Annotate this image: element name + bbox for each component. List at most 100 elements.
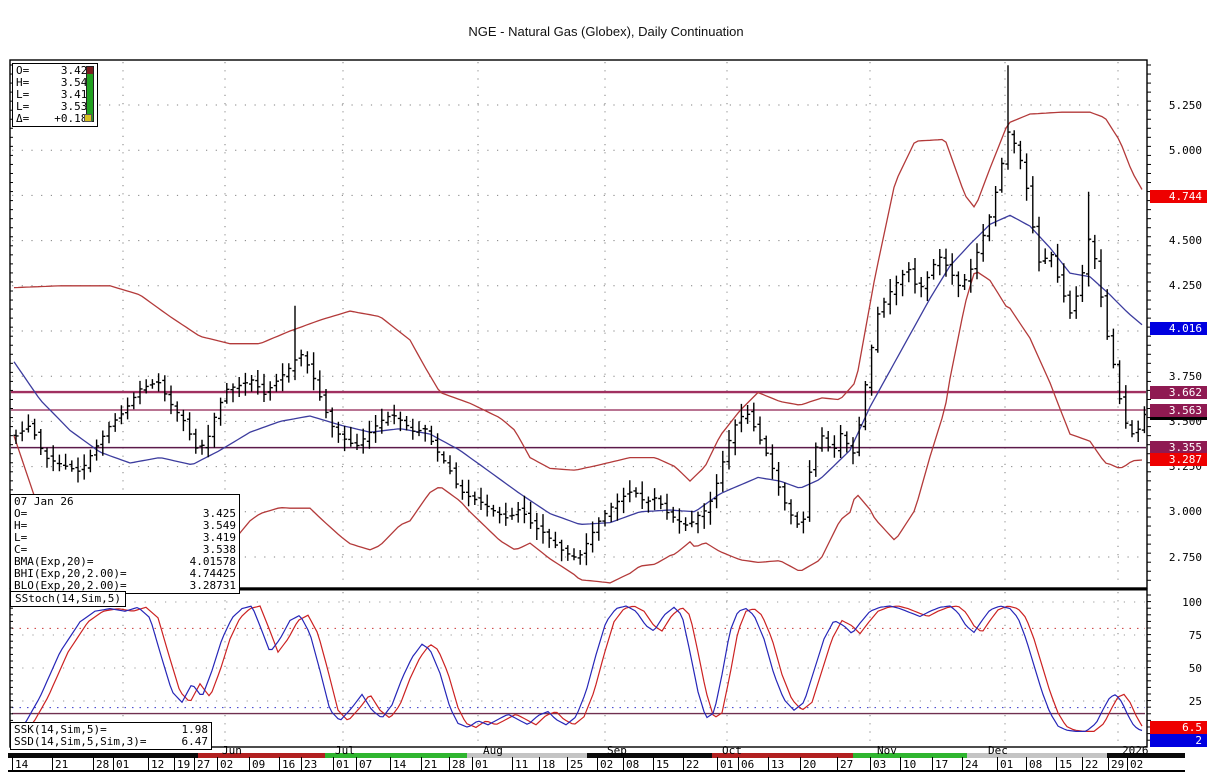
info-box-date: 07 Jan 26 bbox=[14, 495, 74, 508]
date-label: 08 bbox=[626, 758, 640, 771]
date-tick bbox=[356, 757, 357, 771]
date-tick bbox=[1026, 757, 1027, 771]
quote-legend-row: O= 3.425 bbox=[16, 64, 94, 77]
date-label: 27 bbox=[197, 758, 211, 771]
date-label: 21 bbox=[424, 758, 438, 771]
date-label: 06 bbox=[741, 758, 755, 771]
quote-legend-row: L= 3.419 bbox=[16, 88, 94, 101]
date-tick bbox=[962, 757, 963, 771]
date-label: 02 bbox=[1130, 758, 1144, 771]
month-color-bar bbox=[467, 753, 587, 758]
month-color-bar bbox=[967, 753, 1107, 758]
date-tick bbox=[449, 757, 450, 771]
stoch-value-badge: 2 bbox=[1150, 734, 1207, 747]
bottom-axis-rule bbox=[8, 770, 1185, 772]
date-tick bbox=[93, 757, 94, 771]
month-label: Dec bbox=[988, 744, 1008, 757]
month-color-bar bbox=[712, 753, 853, 758]
date-label: 29 bbox=[1111, 758, 1125, 771]
month-color-bar bbox=[8, 753, 198, 758]
price-axis-label: 4.500 bbox=[1168, 234, 1202, 248]
price-level-badge: 3.355 bbox=[1150, 441, 1207, 455]
stoch-values-box: SSK(14,Sim,5)= 1.98 SSD(14,Sim,5,Sim,3)= 6.… bbox=[10, 722, 212, 750]
date-tick bbox=[279, 757, 280, 771]
date-tick bbox=[597, 757, 598, 771]
price-level-badge: 3.662 bbox=[1150, 385, 1207, 399]
date-tick bbox=[837, 757, 838, 771]
date-tick bbox=[717, 757, 718, 771]
date-label: 01 bbox=[1000, 758, 1014, 771]
date-tick bbox=[1127, 757, 1128, 771]
date-label: 24 bbox=[965, 758, 979, 771]
date-label: 03 bbox=[873, 758, 887, 771]
price-level-badge: 3.563 bbox=[1150, 403, 1207, 417]
month-label: Jun bbox=[222, 744, 242, 757]
date-tick bbox=[249, 757, 250, 771]
date-label: 27 bbox=[840, 758, 854, 771]
date-label: 15 bbox=[1059, 758, 1073, 771]
month-color-bar bbox=[325, 753, 467, 758]
date-label: 01 bbox=[116, 758, 130, 771]
date-tick bbox=[52, 757, 53, 771]
date-tick bbox=[768, 757, 769, 771]
stoch-value-badge: 6.5 bbox=[1150, 721, 1207, 734]
date-tick bbox=[421, 757, 422, 771]
month-label: Jul bbox=[335, 744, 355, 757]
date-tick bbox=[1108, 757, 1109, 771]
quote-legend: O= 3.425 H= 3.549 L= 3.419 L= 3.538 Δ= +0.188 bbox=[12, 63, 98, 127]
date-label: 16 bbox=[282, 758, 296, 771]
month-label: Nov bbox=[877, 744, 897, 757]
month-label: 2026 bbox=[1122, 744, 1149, 757]
date-label: 23 bbox=[304, 758, 318, 771]
date-tick bbox=[567, 757, 568, 771]
stoch-footer-row: SSK(14,Sim,5)= 1.98 bbox=[14, 723, 208, 736]
date-label: 10 bbox=[903, 758, 917, 771]
price-axis-label: 3.750 bbox=[1168, 369, 1202, 383]
quote-legend-row: L= 3.538 bbox=[16, 100, 94, 113]
stoch-axis-label: 50 bbox=[1188, 661, 1202, 675]
quote-legend-row: H= 3.549 bbox=[16, 76, 94, 89]
info-box-row: C= 3.538 bbox=[14, 543, 236, 556]
date-tick bbox=[623, 757, 624, 771]
price-axis-label: 5.250 bbox=[1168, 98, 1202, 112]
price-axis-label: 5.000 bbox=[1168, 143, 1202, 157]
date-tick bbox=[653, 757, 654, 771]
stoch-study-label: SStoch(14,Sim,5) bbox=[10, 591, 126, 607]
date-tick bbox=[472, 757, 473, 771]
info-box-row: L= 3.419 bbox=[14, 531, 236, 544]
info-box-row: H= 3.549 bbox=[14, 519, 236, 532]
price-axis-label: 3.000 bbox=[1168, 505, 1202, 519]
date-label: 14 bbox=[393, 758, 407, 771]
ohlc-info-box: 07 Jan 26 O= 3.425 H= 3.549 L= 3.419 C= 3.538 BM… bbox=[10, 494, 240, 594]
date-tick bbox=[683, 757, 684, 771]
date-label: 22 bbox=[1085, 758, 1099, 771]
month-label: Sep bbox=[607, 744, 627, 757]
date-tick bbox=[932, 757, 933, 771]
chart-title: NGE - Natural Gas (Globex), Daily Contin… bbox=[468, 24, 744, 39]
date-label: 12 bbox=[151, 758, 165, 771]
date-tick bbox=[997, 757, 998, 771]
price-level-badge: 4.016 bbox=[1150, 321, 1207, 335]
price-level-badge: 4.744 bbox=[1150, 189, 1207, 203]
date-tick bbox=[738, 757, 739, 771]
date-tick bbox=[390, 757, 391, 771]
date-tick bbox=[512, 757, 513, 771]
date-tick bbox=[900, 757, 901, 771]
date-label: 01 bbox=[720, 758, 734, 771]
date-tick bbox=[174, 757, 175, 771]
month-color-bar bbox=[1107, 753, 1185, 758]
candle-marker-icon bbox=[84, 114, 92, 122]
info-box-row: BMA(Exp,20)= 4.01578 bbox=[14, 555, 236, 568]
date-label: 11 bbox=[515, 758, 529, 771]
date-label: 02 bbox=[220, 758, 234, 771]
date-tick bbox=[217, 757, 218, 771]
month-color-bar bbox=[587, 753, 712, 758]
date-tick bbox=[301, 757, 302, 771]
date-label: 01 bbox=[475, 758, 489, 771]
info-box-row: BLO(Exp,20,2.00)= 3.28731 bbox=[14, 579, 236, 592]
date-label: 25 bbox=[570, 758, 584, 771]
quote-legend-row: Δ= +0.188 bbox=[16, 112, 94, 125]
month-color-bar bbox=[853, 753, 967, 758]
date-tick bbox=[1056, 757, 1057, 771]
